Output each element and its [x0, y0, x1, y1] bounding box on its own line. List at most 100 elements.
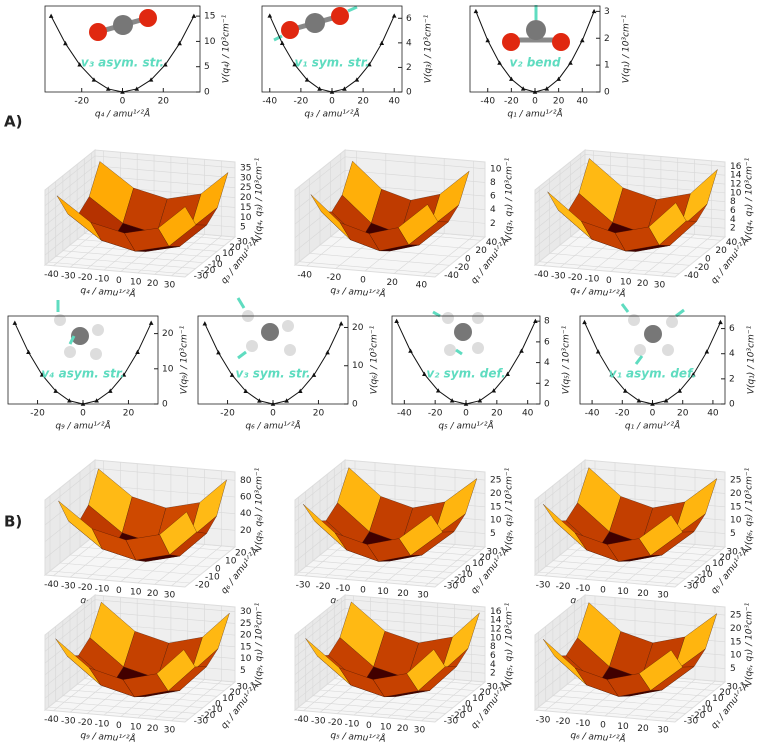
point-marker	[677, 388, 682, 393]
z-tick-label: 4	[490, 660, 496, 670]
grid-line	[154, 159, 205, 275]
grid-line	[55, 626, 196, 714]
y-tick-label: 20	[479, 688, 491, 698]
grid-line	[294, 599, 486, 640]
x-tick-label: -20	[568, 273, 583, 283]
y-tick-label: 15	[204, 12, 215, 22]
grid-line	[44, 468, 236, 509]
x-tick-label: 20	[147, 589, 159, 599]
x-tick-label: 0	[116, 721, 122, 731]
x-tick-label: 20	[313, 409, 325, 419]
z-tick-label: 16	[730, 162, 742, 172]
z-tick-label: 10	[490, 633, 502, 643]
grid-line	[326, 474, 468, 562]
grid-line	[393, 158, 445, 274]
y-tick-label: 6	[544, 337, 550, 347]
point-marker	[509, 76, 514, 81]
y-tick-label: -30	[194, 272, 209, 282]
y-tick-label: 4	[406, 38, 412, 48]
surface-chart: -40 -30 -20 -10 0 10 20 30-30-20-10010203051015…	[43, 148, 265, 300]
y-tick-label: 20	[162, 329, 174, 339]
point-marker	[191, 13, 197, 18]
point-marker	[394, 318, 399, 323]
grid-line	[298, 497, 439, 585]
grid-line	[309, 178, 450, 266]
y-tick-label: -30	[684, 717, 699, 727]
x-tick-label: -20	[428, 409, 443, 419]
x-tick-label: -10	[576, 719, 591, 729]
line-chart: -20 0 20 0 5 10 15 v₃ asym. str. q₄ / amu¹ᐟ²Å V(q…	[44, 5, 232, 120]
grid-line	[534, 162, 726, 204]
y-tick-label: 10	[472, 559, 484, 569]
surface-chart: -40 -30 -20 -10 0 10 20 30-30-20-10010203051015…	[43, 593, 265, 745]
line-chart: -40 -20 0 20 40 0 2 4 6 v₁ asym. def. q₁ / amu¹ᐟ²Å…	[579, 315, 757, 432]
grid-line	[154, 604, 205, 720]
point-marker	[477, 398, 483, 403]
x-tick-label: 30	[414, 725, 426, 735]
x-tick-label: 10	[380, 722, 392, 732]
z-tick-label: 5	[490, 529, 496, 539]
x-tick-label: 20	[147, 279, 159, 289]
y-tick-label: 20	[719, 553, 731, 563]
grid-line	[319, 170, 461, 258]
z-tick-label: 14	[490, 616, 502, 626]
y-axis-label: V(q₅) / 10³cm⁻¹	[562, 325, 572, 394]
panel-label: B)	[4, 513, 22, 531]
y-tick-label: 0	[604, 88, 610, 98]
x-tick-label: -20	[316, 582, 331, 592]
z-tick-label: 5	[730, 529, 736, 539]
x-tick-label: 20	[677, 409, 689, 419]
x-tick-label: 30	[654, 280, 666, 290]
x-axis-label: q₅ / amu¹ᐟ²Å	[438, 420, 493, 432]
z-tick-label: 15	[490, 502, 501, 512]
surface-chart: -40 -30 -20 -10 0 10 20 30-30-20-10010203024681…	[293, 593, 515, 745]
y-tick-label: -20	[455, 263, 470, 273]
y-tick-label: 10	[225, 557, 237, 567]
grid-line	[312, 485, 453, 574]
y-tick-label: 0	[705, 565, 711, 575]
point-marker	[704, 349, 710, 354]
y-tick-label: 10	[712, 694, 724, 704]
z-tick-label: 25	[490, 476, 501, 486]
x-tick-label: 10	[617, 587, 629, 597]
z-tick-label: 10	[730, 651, 742, 661]
y-tick-label: -40	[444, 271, 459, 281]
point-marker	[579, 37, 585, 43]
x-tick-label: -20	[328, 718, 343, 728]
x-tick-label: 0	[270, 409, 276, 419]
y-tick-label: 4	[544, 358, 550, 368]
x-axis-label: q₁ / amu¹ᐟ²Å	[507, 108, 562, 120]
point-marker	[48, 13, 54, 18]
y-tick-label: 0	[705, 700, 711, 710]
z-tick-label: 10	[490, 516, 502, 526]
grid-line	[298, 632, 439, 720]
z-tick-label: 2	[730, 224, 736, 234]
x-tick-label: -40	[534, 270, 549, 280]
z-tick-label: 20	[240, 526, 252, 536]
surface-patch	[648, 202, 687, 246]
point-marker	[80, 401, 86, 406]
grid-line	[298, 186, 440, 274]
x-tick-label: -30	[536, 580, 551, 590]
point-marker	[491, 388, 497, 393]
x-tick-label: 0	[600, 721, 606, 731]
point-marker	[663, 398, 669, 403]
point-marker	[519, 348, 524, 353]
x-tick-label: 0	[80, 409, 86, 419]
x-tick-label: 10	[377, 587, 389, 597]
x-tick-label: 0	[116, 276, 122, 286]
grid-line	[559, 615, 701, 703]
x-tick-label: 20	[397, 589, 409, 599]
y-tick-label: -10	[458, 705, 473, 715]
point-marker	[67, 398, 72, 403]
z-tick-label: 6	[730, 206, 736, 216]
point-marker	[422, 371, 427, 376]
grid-line	[538, 186, 680, 274]
point-marker	[408, 348, 413, 353]
point-marker	[39, 372, 45, 377]
x-tick-label: 30	[657, 726, 669, 736]
point-marker	[163, 62, 168, 67]
y-tick-label: 2	[604, 34, 610, 44]
z-tick-label: 2	[490, 219, 496, 229]
x-tick-label: 0	[360, 276, 366, 286]
